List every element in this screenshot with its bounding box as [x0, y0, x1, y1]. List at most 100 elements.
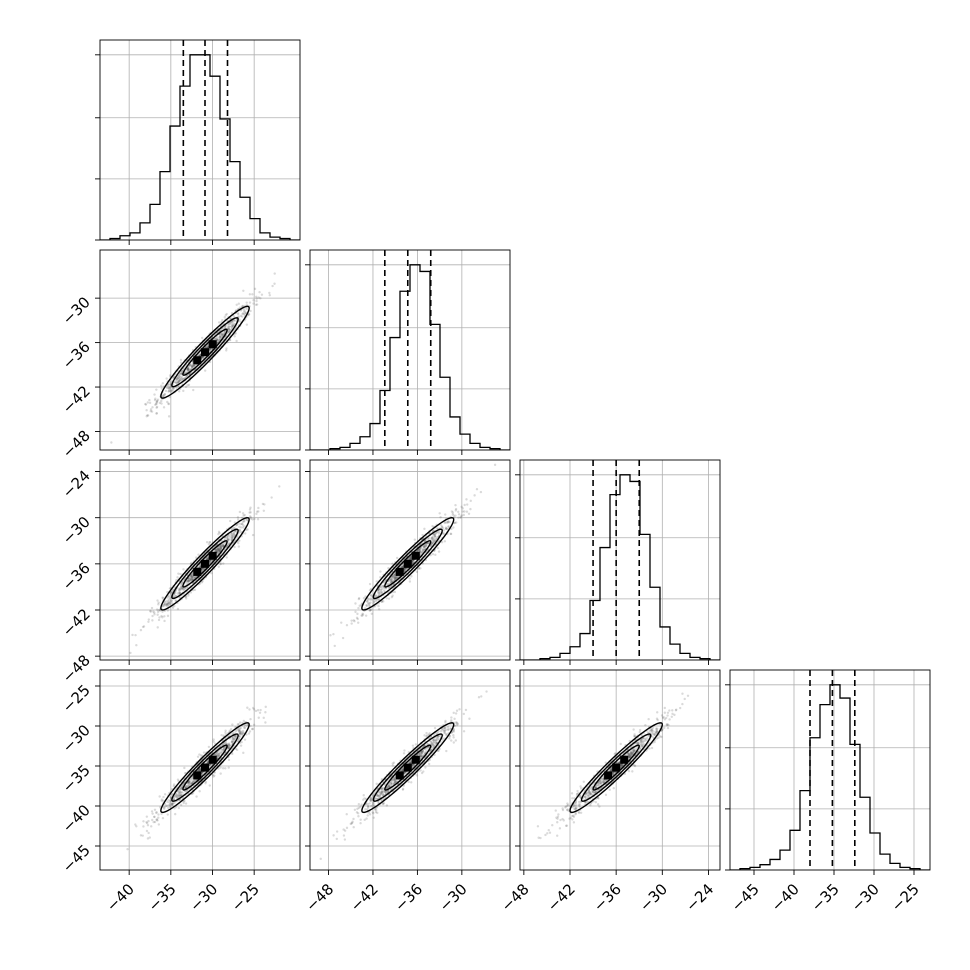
sample-point [166, 614, 170, 618]
sample-point [244, 532, 247, 535]
x-tick-label: −48 [302, 880, 337, 915]
sample-point [648, 731, 651, 734]
sample-point [391, 579, 394, 583]
sample-point [369, 798, 373, 801]
sample-point [192, 780, 196, 783]
sample-point [189, 578, 193, 581]
sample-point [224, 314, 227, 317]
sample-point [376, 794, 379, 797]
sample-point [254, 709, 258, 713]
sample-point [350, 822, 353, 825]
sample-point [393, 573, 397, 577]
sample-point [447, 520, 450, 523]
sample-point [642, 737, 645, 740]
sample-point [234, 736, 237, 739]
sample-point [179, 798, 182, 802]
sample-point [251, 533, 255, 537]
sample-point [227, 534, 230, 537]
sample-point [264, 705, 267, 709]
sample-point [218, 335, 222, 339]
sample-point [222, 742, 226, 746]
sample-point [146, 823, 150, 827]
sample-point [145, 409, 148, 412]
sample-point [160, 812, 163, 816]
sample-point [191, 575, 194, 578]
sample-point [228, 519, 232, 523]
sample-point [469, 499, 472, 503]
sample-point [179, 376, 182, 379]
sample-point [393, 780, 397, 784]
sample-point [424, 543, 428, 547]
sample-point [217, 754, 221, 757]
sample-point [444, 719, 447, 723]
sample-point [231, 737, 235, 741]
sample-point [173, 381, 177, 384]
sample-point [365, 600, 369, 603]
sample-point [425, 735, 428, 738]
sample-point [235, 530, 238, 533]
density-peak [193, 356, 202, 365]
sample-point [372, 804, 376, 807]
sample-point [248, 301, 252, 304]
sample-point [177, 591, 181, 595]
sample-point [432, 533, 435, 536]
sample-point [407, 780, 410, 784]
sample-point [236, 518, 240, 521]
sample-point [372, 816, 375, 819]
sample-point [381, 790, 385, 793]
sample-point [441, 526, 445, 530]
sample-point [387, 783, 391, 786]
sample-point [217, 547, 220, 551]
sample-point [184, 790, 187, 793]
sample-point [438, 512, 441, 515]
sample-point [389, 578, 393, 581]
sample-point [430, 537, 433, 541]
sample-point [229, 728, 233, 731]
density-contour-1 [372, 528, 443, 600]
sample-point [598, 781, 602, 785]
sample-point [187, 369, 190, 372]
sample-point [414, 743, 418, 746]
sample-point [370, 598, 374, 601]
sample-point [430, 536, 434, 539]
sample-point [247, 313, 251, 316]
sample-point [256, 518, 260, 521]
sample-point [227, 758, 231, 762]
sample-point [377, 791, 381, 794]
sample-point [451, 513, 454, 516]
sample-point [168, 387, 171, 390]
sample-point [240, 740, 243, 744]
sample-point [171, 802, 175, 805]
sample-point [333, 644, 336, 648]
sample-point [167, 799, 170, 802]
sample-point [462, 712, 466, 716]
sample-point [223, 315, 226, 319]
sample-point [393, 780, 396, 783]
sample-point [161, 382, 165, 385]
sample-point [155, 818, 158, 822]
sample-point [630, 752, 633, 755]
sample-point [231, 535, 235, 538]
sample-point [437, 532, 441, 535]
sample-point [392, 573, 395, 577]
sample-point [180, 582, 183, 585]
sample-point [401, 788, 405, 791]
sample-point [178, 377, 181, 380]
sample-point [190, 782, 194, 785]
sample-point [382, 589, 386, 592]
sample-point [219, 335, 223, 338]
sample-point [391, 562, 394, 565]
sample-point [439, 523, 443, 527]
sample-point [432, 529, 435, 532]
sample-point [674, 709, 678, 712]
sample-point [255, 295, 258, 299]
sample-point [191, 779, 195, 783]
sample-point [155, 412, 158, 415]
panel-frame [309, 249, 511, 451]
sample-point [184, 587, 187, 590]
sample-point [180, 585, 183, 589]
sample-point [377, 597, 381, 601]
sample-point [252, 302, 255, 305]
sample-point [449, 532, 453, 536]
sample-point [180, 375, 184, 378]
